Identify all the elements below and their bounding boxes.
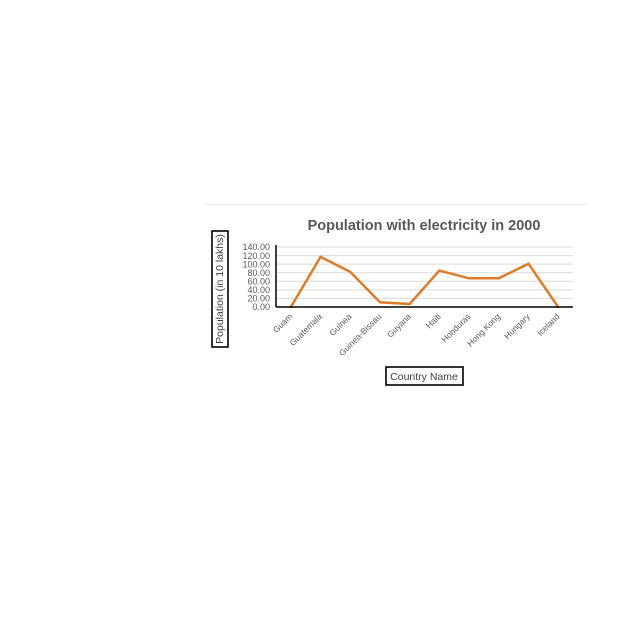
x-tick-label: Hungary: [502, 311, 532, 341]
data-point: [319, 255, 322, 259]
data-point: [349, 270, 352, 274]
y-axis-title: Population (in 10 lakhs): [214, 234, 226, 344]
y-tick-label: 120.00: [242, 251, 270, 261]
data-point: [467, 277, 471, 280]
series-line: [289, 255, 560, 308]
x-axis-title-box: [385, 366, 464, 386]
chart-container: Population with electricity in 2000 Popu…: [204, 204, 588, 394]
y-tick-label: 100.00: [242, 259, 270, 269]
grid-lines: [276, 246, 573, 299]
data-point: [527, 262, 530, 265]
y-axis-title-box: [211, 230, 229, 348]
x-tick-label: Guyana: [385, 311, 413, 339]
x-tick-label: Iceland: [535, 311, 562, 338]
line-chart: Population with electricity in 2000 Popu…: [211, 218, 573, 386]
data-point: [497, 277, 500, 280]
data-point: [408, 302, 411, 306]
x-tick-label: Guinea: [327, 311, 354, 338]
series-layer: [289, 255, 560, 309]
y-tick-label: 80.00: [247, 268, 270, 278]
axes: [275, 245, 573, 308]
y-tick-label: 60.00: [247, 276, 270, 286]
top-divider: [204, 204, 588, 205]
y-tick-label: 40.00: [247, 285, 270, 295]
y-tick-labels: 140.00120.00100.0080.0060.0040.0020.000.…: [242, 242, 270, 312]
y-tick-label: 0.00: [252, 302, 270, 312]
x-axis-title: Country Name: [390, 371, 458, 383]
x-tick-label: Haiti: [424, 311, 443, 330]
chart-title: Population with electricity in 2000: [308, 218, 541, 234]
data-point: [438, 269, 441, 272]
x-tick-label: Guatemala: [287, 311, 324, 348]
y-tick-label: 20.00: [247, 294, 270, 304]
y-tick-label: 140.00: [242, 242, 270, 252]
x-tick-label: Guam: [271, 311, 294, 334]
data-point: [378, 301, 382, 304]
